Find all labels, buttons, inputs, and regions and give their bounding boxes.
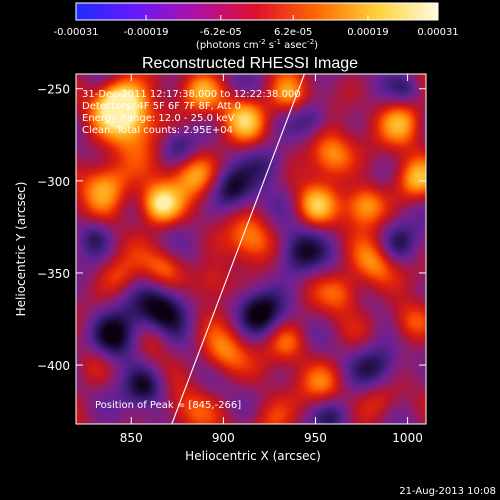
solar-limb-line: [171, 74, 305, 424]
x-axis-label: Heliocentric X (arcsec): [185, 449, 321, 463]
heatmap-image: [76, 74, 426, 424]
info-text-block: 31-Dec-2011 12:17:38.000 to 12:22:38.000…: [82, 89, 301, 136]
info-line-time: 31-Dec-2011 12:17:38.000 to 12:22:38.000: [82, 89, 301, 100]
chart-title: Reconstructed RHESSI Image: [142, 55, 358, 72]
colorbar-unit-part: (photons cm: [196, 40, 259, 51]
colorbar-unit-exp: -2: [307, 38, 314, 46]
colorbar-unit-exp: -1: [274, 38, 281, 46]
colorbar-tick-label: -6.2e-05: [200, 27, 242, 38]
x-tick-label: 900: [212, 431, 235, 445]
plot-area: 31-Dec-2011 12:17:38.000 to 12:22:38.000…: [37, 73, 427, 445]
y-tick-label: −250: [37, 83, 70, 97]
colorbar-tick-label: 0.00019: [347, 27, 388, 38]
info-line-energy: Energy Range: 12.0 - 25.0 keV: [82, 113, 235, 124]
x-tick-label: 850: [120, 431, 143, 445]
y-axis-ticks: −250 −300 −350 −400: [37, 83, 426, 373]
y-tick-label: −300: [37, 175, 70, 189]
colorbar: -0.00031 -0.00019 -6.2e-05 6.2e-05 0.00019 0.…: [54, 2, 459, 51]
x-axis-ticks: 850 900 950 1000: [120, 74, 423, 445]
colorbar-ticks: -0.00031 -0.00019 -6.2e-05 6.2e-05 0.00019 0.…: [54, 15, 459, 38]
y-axis-label: Heliocentric Y (arcsec): [14, 182, 28, 317]
colorbar-tick-label: -0.00031: [54, 27, 99, 38]
y-tick-label: −350: [37, 267, 70, 281]
generation-date: 21-Aug-2013 10:08: [399, 486, 496, 497]
y-tick-label: −400: [37, 359, 70, 373]
colorbar-unit-exp: -2: [259, 38, 266, 46]
colorbar-gradient: [75, 2, 439, 21]
colorbar-unit-part: asec: [281, 40, 307, 51]
info-line-counts: Clean. Total counts: 2.95E+04: [82, 125, 233, 136]
colorbar-unit-part: s: [266, 40, 274, 51]
colorbar-tick-label: 6.2e-05: [274, 27, 312, 38]
colorbar-unit-label: (photons cm-2 s-1 asec-2): [196, 38, 318, 51]
x-tick-label: 950: [304, 431, 327, 445]
x-tick-label: 1000: [392, 431, 423, 445]
info-line-detectors: Detectors: 4F 5F 6F 7F 8F, Att 0: [82, 101, 241, 112]
plot-frame: [75, 73, 427, 425]
colorbar-tick-label: 0.00031: [417, 27, 458, 38]
colorbar-tick-label: -0.00019: [124, 27, 169, 38]
peak-position-label: Position of Peak = [845,-266]: [95, 400, 241, 411]
colorbar-unit-part: ): [314, 40, 318, 51]
